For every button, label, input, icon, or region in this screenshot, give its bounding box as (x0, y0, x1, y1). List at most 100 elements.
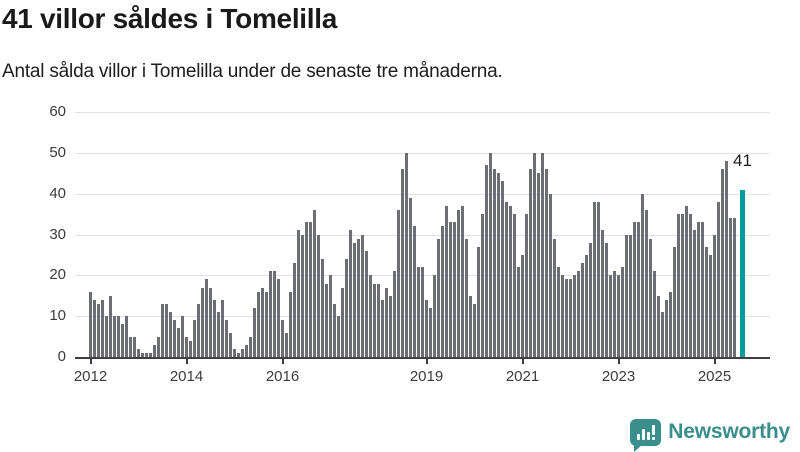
bar (705, 247, 708, 358)
bar (133, 337, 136, 358)
bar (641, 194, 644, 358)
bar (153, 345, 156, 358)
bar (365, 251, 368, 358)
bar (229, 333, 232, 358)
bar (585, 255, 588, 358)
bar (141, 353, 144, 358)
bar (465, 239, 468, 358)
newsworthy-chart-bubble-icon (630, 418, 662, 452)
bar (689, 214, 692, 358)
bar (617, 275, 620, 358)
y-tick-label: 60 (49, 103, 66, 120)
bar (277, 279, 280, 358)
bar (685, 206, 688, 358)
bar (653, 271, 656, 358)
bar (353, 243, 356, 358)
x-tick (425, 359, 428, 364)
bar (521, 255, 524, 358)
y-tick-label: 20 (49, 266, 66, 283)
bar (145, 353, 148, 358)
bar (389, 296, 392, 358)
bar (469, 296, 472, 358)
bar (669, 292, 672, 358)
bar (205, 279, 208, 358)
bar (525, 214, 528, 358)
bar (137, 349, 140, 358)
bar (601, 230, 604, 358)
logo-exclamation-icon (651, 424, 655, 440)
bar (409, 198, 412, 358)
bar (189, 341, 192, 358)
bar (445, 206, 448, 358)
bar (725, 161, 728, 358)
bar (513, 214, 516, 358)
bar (529, 169, 532, 358)
x-tick-label: 2025 (697, 368, 732, 385)
bar (677, 214, 680, 358)
bar (257, 292, 260, 358)
x-tick (281, 359, 284, 364)
bar (729, 218, 732, 358)
bar (157, 337, 160, 358)
bar (241, 349, 244, 358)
bar (449, 222, 452, 358)
bar (609, 275, 612, 358)
highlight-bar (740, 190, 745, 358)
y-tick-label: 40 (49, 185, 66, 202)
bar (165, 304, 168, 358)
bar (533, 153, 536, 358)
bar (733, 218, 736, 358)
bar (385, 288, 388, 358)
bar (485, 165, 488, 358)
logo-mini-bar (646, 431, 650, 440)
bar (441, 226, 444, 358)
x-tick (521, 359, 524, 364)
bar (197, 304, 200, 358)
bar (309, 222, 312, 358)
logo-mini-bar (636, 433, 640, 440)
bar (245, 345, 248, 358)
bar (97, 304, 100, 358)
bar (557, 267, 560, 358)
bar (613, 271, 616, 358)
bar (573, 275, 576, 358)
bar (489, 153, 492, 358)
x-tick-label: 2023 (601, 368, 636, 385)
bar (537, 173, 540, 358)
bar (589, 243, 592, 358)
bar (457, 210, 460, 358)
bar (541, 153, 544, 358)
bar (101, 300, 104, 358)
bar (265, 292, 268, 358)
bar (493, 169, 496, 358)
bar (429, 308, 432, 358)
bar (181, 316, 184, 358)
x-tick-label: 2012 (73, 368, 108, 385)
bar (425, 300, 428, 358)
bar (393, 271, 396, 358)
x-axis-baseline (75, 357, 770, 359)
bar (553, 239, 556, 358)
x-tick (617, 359, 620, 364)
bar (105, 316, 108, 358)
bar (233, 349, 236, 358)
y-tick-label: 50 (49, 144, 66, 161)
bar (285, 333, 288, 358)
bar (121, 324, 124, 358)
bar (545, 169, 548, 358)
bar (637, 222, 640, 358)
bar (701, 222, 704, 358)
bar (337, 316, 340, 358)
bar (517, 267, 520, 358)
bar (453, 222, 456, 358)
bar (361, 235, 364, 358)
bar (217, 312, 220, 358)
gridline (75, 112, 770, 113)
bar (605, 243, 608, 358)
bar (665, 300, 668, 358)
bar (597, 202, 600, 358)
bar (657, 296, 660, 358)
gridline (75, 194, 770, 195)
bar (401, 169, 404, 358)
bar (673, 247, 676, 358)
